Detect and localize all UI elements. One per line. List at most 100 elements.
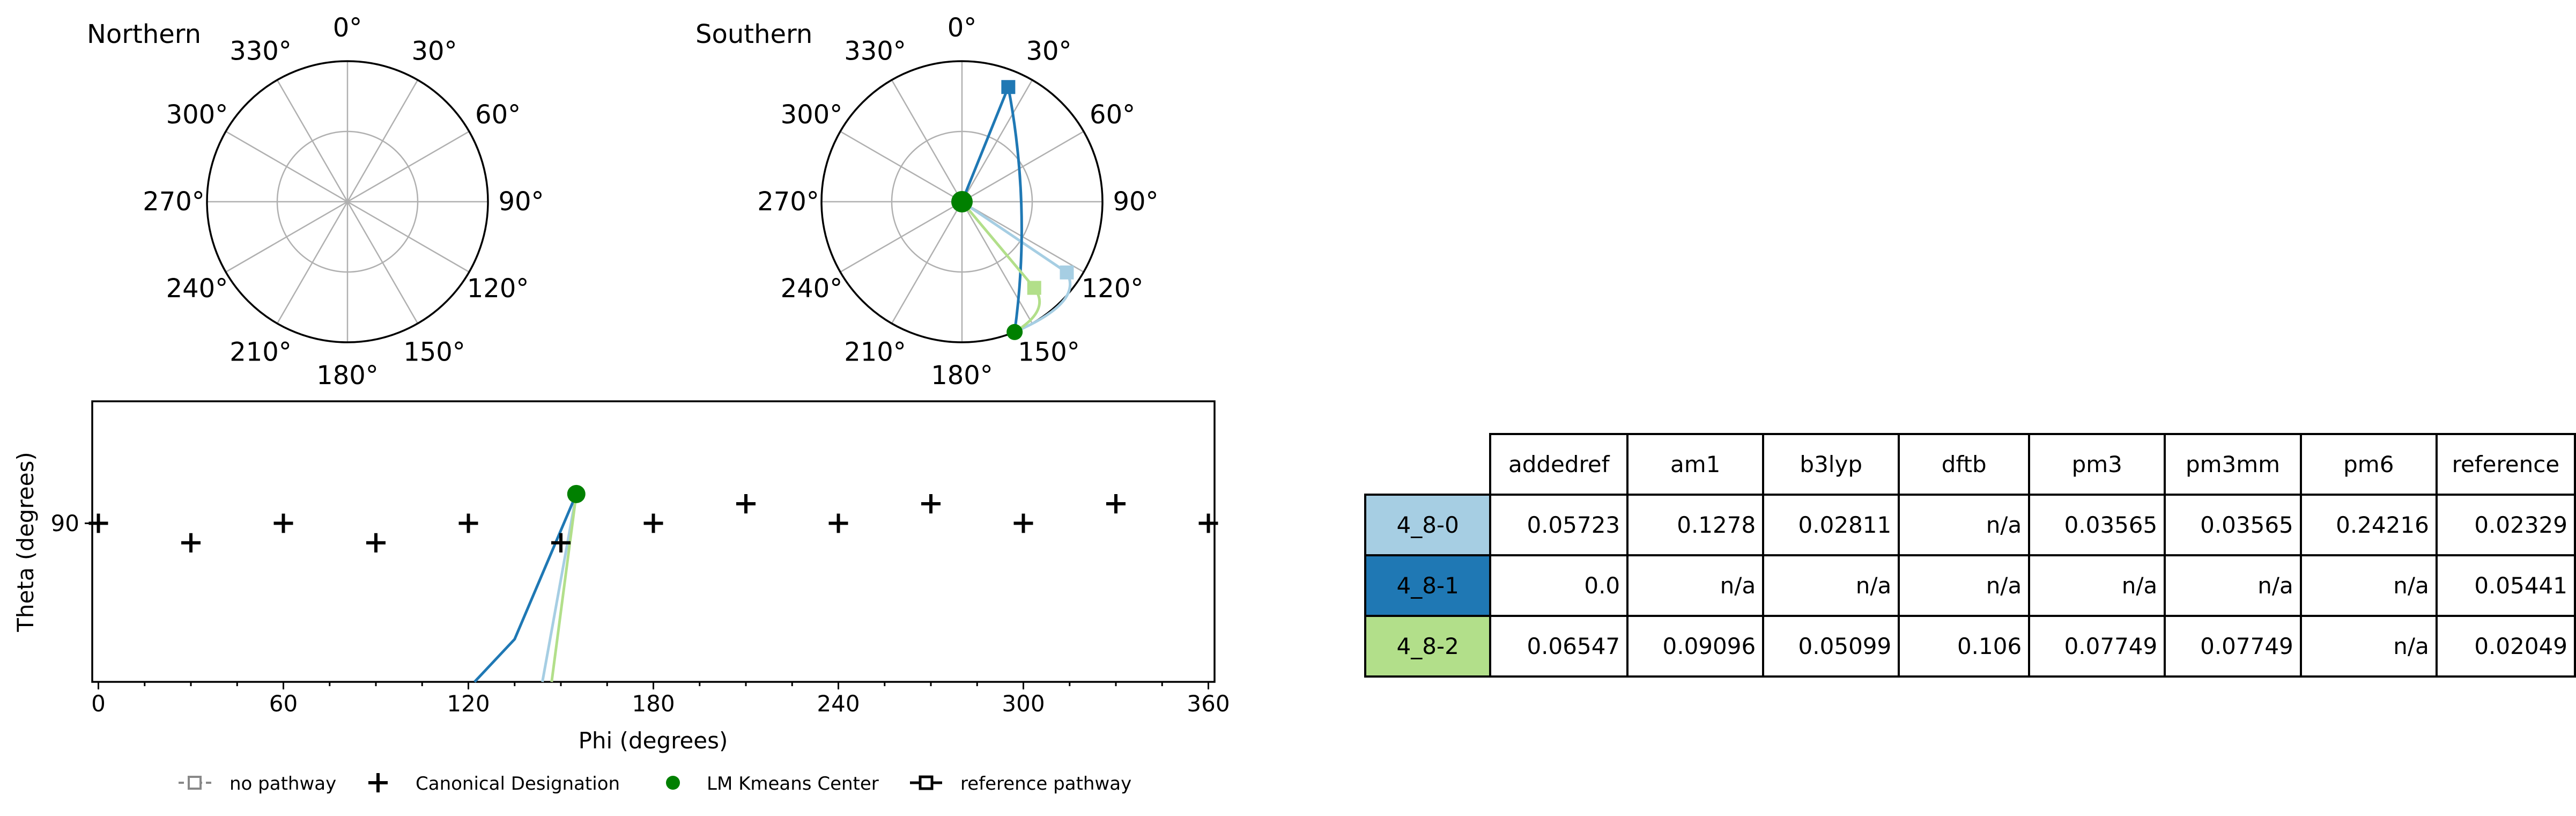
- table-cell: n/a: [2164, 554, 2302, 617]
- column-header: pm3mm: [2164, 433, 2302, 496]
- angle-tick-label: 210°: [844, 337, 906, 367]
- x-tick-label: 240: [817, 690, 860, 717]
- table-cell: 0.0: [1489, 554, 1629, 617]
- angle-tick-label: 330°: [230, 36, 292, 66]
- lm-kmeans-center-markers: [567, 484, 586, 503]
- angle-tick-label: 300°: [781, 100, 843, 130]
- southern-polar-grid: [820, 60, 1104, 343]
- legend-entry-lm-kmeans-center: LM Kmeans Center: [666, 773, 879, 795]
- northern-title: Northern: [87, 19, 201, 49]
- angle-tick-label: 30°: [411, 36, 457, 66]
- southern-pathways: [951, 80, 1074, 340]
- kmeans-center-marker-icon: [666, 776, 680, 790]
- x-tick-label: 120: [447, 690, 490, 717]
- table-cell: 0.05723: [1489, 494, 1629, 556]
- canonical-designation-marker: [828, 513, 848, 533]
- canonical-designation-marker: [643, 513, 663, 533]
- table-row: 4_8-2 0.06547 0.09096 0.05099 0.106 0.07…: [1364, 615, 2576, 678]
- canonical-designation-marker: [458, 513, 478, 533]
- canonical-designation-marker: [1106, 494, 1126, 514]
- reference-pathway-marker: [919, 775, 934, 790]
- phi-theta-pathways: [473, 493, 578, 683]
- canonical-designation-marker: [1198, 513, 1218, 533]
- angle-tick-label: 150°: [1018, 337, 1080, 367]
- table-cell: 0.02049: [2435, 615, 2576, 678]
- canonical-designation-marker: [551, 533, 571, 553]
- angle-tick-label: 240°: [166, 274, 228, 304]
- angle-tick-label: 270°: [757, 187, 819, 217]
- angle-tick-label: 240°: [781, 274, 843, 304]
- table-row: 4_8-1 0.0 n/a n/a n/a n/a n/a n/a 0.0544…: [1364, 554, 2576, 617]
- angle-tick-label: 60°: [475, 100, 521, 130]
- angle-tick-label: 210°: [230, 337, 292, 367]
- table-cell: n/a: [1762, 554, 1900, 617]
- y-tick-label: 90: [51, 510, 79, 536]
- pathway-line: [550, 494, 578, 682]
- x-tick-label: 60: [269, 690, 298, 717]
- angle-tick-label: 150°: [403, 337, 465, 367]
- northern-angle-ticks: 0° 30° 60° 90° 120° 150° 180° 210° 240° 270° 300° 3…: [143, 13, 544, 391]
- legend-entry-reference-pathway: reference pathway: [910, 773, 1131, 795]
- table-cell: n/a: [1626, 554, 1765, 617]
- column-header: pm6: [2299, 433, 2438, 496]
- canonical-designation-marker: [273, 513, 293, 533]
- row-label: 4_8-1: [1364, 554, 1492, 617]
- column-header: pm3: [2028, 433, 2166, 496]
- southern-title: Southern: [695, 19, 812, 49]
- table-cell: n/a: [1898, 554, 2031, 617]
- column-header: reference: [2435, 433, 2576, 496]
- pathway-segment: [960, 86, 1010, 202]
- canonical-designation-marker: [1013, 513, 1033, 533]
- row-label: 4_8-0: [1364, 494, 1492, 556]
- table-header-row: addedref am1 b3lyp dftb pm3 pm3mm pm6 re…: [1365, 433, 2576, 496]
- x-tick-label: 180: [632, 690, 675, 717]
- northern-polar-plot: Northern 0° 30° 60° 90° 120° 150° 180° 210° 240°…: [87, 13, 544, 391]
- angle-tick-label: 120°: [1082, 274, 1144, 304]
- angle-tick-label: 30°: [1026, 36, 1071, 66]
- pathway-line: [473, 493, 578, 683]
- legend-label-lm-kmeans: LM Kmeans Center: [707, 773, 879, 795]
- table-cell: n/a: [1898, 494, 2031, 556]
- polar-outline: [206, 60, 489, 343]
- table-cell: n/a: [2299, 615, 2438, 678]
- table-corner: [1365, 434, 1490, 495]
- legend-entry-no-pathway: no pathway: [179, 773, 336, 795]
- legend-label-reference-pathway: reference pathway: [960, 773, 1131, 795]
- column-header: am1: [1626, 433, 1765, 496]
- column-header: dftb: [1898, 433, 2031, 496]
- northern-polar-grid: [206, 60, 489, 343]
- angle-tick-label: 330°: [844, 36, 906, 66]
- table-cell: 0.24216: [2299, 494, 2438, 556]
- x-axis-label: Phi (degrees): [579, 727, 728, 754]
- phi-theta-plot: 0 60 120 180 240 300 360 90 Phi (degrees) Thet…: [12, 400, 1230, 754]
- x-tick-label: 0: [91, 690, 106, 717]
- lm-kmeans-center-point: [1006, 324, 1023, 340]
- angle-tick-label: 180°: [316, 361, 379, 391]
- table-cell: 0.03565: [2028, 494, 2166, 556]
- pathway-arc: [1006, 86, 1023, 333]
- angle-tick-label: 90°: [498, 187, 544, 217]
- canonical-designation-marker: [736, 494, 756, 514]
- pathway-endpoint-marker: [1060, 265, 1074, 280]
- legend: no pathway Canonical Designation LM Kmea…: [179, 773, 1131, 795]
- table-cell: 0.07749: [2028, 615, 2166, 678]
- inner-ring-gridline: [276, 130, 419, 273]
- angle-tick-label: 60°: [1090, 100, 1135, 130]
- plot-frame: [91, 400, 1216, 683]
- table-cell: 0.06547: [1489, 615, 1629, 678]
- table-cell: n/a: [2299, 554, 2438, 617]
- southern-polar-plot: Southern 0° 30° 60° 90° 120° 150° 180° 210° 240°…: [695, 13, 1159, 391]
- column-header: addedref: [1489, 433, 1629, 496]
- angle-tick-label: 300°: [166, 100, 228, 130]
- table-cell: 0.09096: [1626, 615, 1765, 678]
- legend-label-no-pathway: no pathway: [230, 773, 336, 795]
- results-table: addedref am1 b3lyp dftb pm3 pm3mm pm6 re…: [1364, 433, 2576, 678]
- x-axis-ticks: 0 60 120 180 240 300 360: [91, 682, 1230, 717]
- canonical-designation-marker: [921, 494, 941, 514]
- angle-tick-label: 120°: [467, 274, 529, 304]
- table-cell: 0.1278: [1626, 494, 1765, 556]
- inner-ring-gridline: [891, 130, 1033, 273]
- lm-kmeans-center-point: [567, 484, 586, 503]
- y-axis-ticks: 90: [51, 510, 92, 536]
